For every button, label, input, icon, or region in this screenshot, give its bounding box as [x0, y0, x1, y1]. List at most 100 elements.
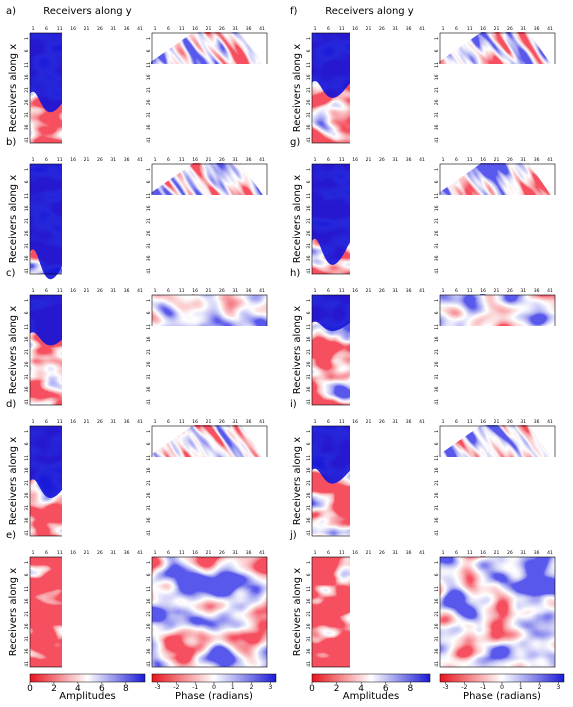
tick-label: 31	[110, 26, 116, 32]
tick-label: 1	[434, 430, 440, 433]
tick-label: 21	[434, 480, 440, 486]
tick-label: 26	[24, 623, 30, 629]
tick-label: 6	[327, 26, 330, 32]
tick-label: 16	[70, 157, 76, 163]
tick-label: 11	[146, 455, 152, 461]
tick-label: 41	[259, 550, 265, 556]
tick-label: 36	[124, 288, 130, 294]
tick-label: 11	[146, 586, 152, 592]
colorbar-tick-label: -2	[461, 684, 467, 691]
tick-label: 36	[24, 255, 30, 261]
tick-label: 1	[434, 561, 440, 564]
tick-label: 21	[366, 288, 372, 294]
tick-label: 26	[97, 26, 103, 32]
tick-label: 11	[306, 324, 312, 330]
tick-label: 41	[146, 268, 152, 274]
colorbar-tick-label: 1	[231, 684, 235, 691]
colorbar-tick-label: 6	[383, 684, 389, 694]
tick-label: 36	[434, 386, 440, 392]
tick-label: 41	[24, 399, 30, 405]
axis-label: Receivers along x	[8, 175, 19, 264]
tick-label: 26	[219, 550, 225, 556]
tick-label: 31	[434, 374, 440, 380]
tick-label: 31	[24, 112, 30, 118]
tick-label: 11	[57, 288, 63, 294]
tick-label: 11	[339, 550, 345, 556]
tick-label: 41	[419, 157, 425, 163]
tick-label: 16	[70, 419, 76, 425]
tick-label: 41	[137, 288, 143, 294]
tick-label: 26	[24, 99, 30, 105]
tick-label: 31	[24, 505, 30, 511]
tick-label: 21	[146, 218, 152, 224]
tick-label: 16	[24, 467, 30, 473]
tick-label: 41	[24, 530, 30, 536]
tick-label: 16	[434, 74, 440, 80]
tick-label: 31	[392, 26, 398, 32]
tick-label: 6	[24, 180, 30, 183]
colorbar	[151, 673, 277, 683]
colorbar-tick-label: 3	[268, 684, 272, 691]
tick-label: 31	[146, 636, 152, 642]
tick-label: 1	[154, 550, 157, 556]
tick-label: 26	[146, 623, 152, 629]
tick-label: 16	[480, 419, 486, 425]
tick-label: 1	[434, 168, 440, 171]
mask	[439, 195, 556, 294]
tick-label: 36	[306, 386, 312, 392]
colorbar-tick-label: 0	[27, 684, 33, 694]
tick-label: 6	[455, 419, 458, 425]
tick-label: 31	[434, 243, 440, 249]
tick-label: 36	[146, 648, 152, 654]
tick-label: 6	[45, 288, 48, 294]
tick-label: 21	[84, 288, 90, 294]
tick-label: 16	[306, 598, 312, 604]
tick-label: 11	[24, 62, 30, 68]
tick-label: 11	[57, 157, 63, 163]
panel-label: h)	[290, 268, 300, 279]
tick-label: 6	[146, 180, 152, 183]
tick-label: 16	[70, 26, 76, 32]
tick-label: 11	[24, 455, 30, 461]
tick-label: 11	[306, 62, 312, 68]
tick-label: 36	[246, 550, 252, 556]
tick-label: 36	[306, 517, 312, 523]
colorbar-label: Amplitudes	[59, 691, 115, 702]
tick-label: 16	[192, 26, 198, 32]
tick-label: 26	[97, 550, 103, 556]
tick-label: 6	[327, 157, 330, 163]
tick-label: 11	[146, 62, 152, 68]
colorbar-label: Phase (radians)	[175, 691, 253, 702]
tick-label: 21	[84, 419, 90, 425]
mask	[556, 163, 573, 275]
tick-label: 6	[306, 442, 312, 445]
tick-label: 6	[24, 573, 30, 576]
tick-label: 26	[507, 550, 513, 556]
tick-label: 31	[232, 157, 238, 163]
tick-label: 6	[434, 180, 440, 183]
tick-label: 16	[480, 26, 486, 32]
mask	[350, 294, 439, 406]
tick-label: 41	[434, 661, 440, 667]
panel-label: a)	[6, 6, 16, 17]
panel-label: i)	[290, 399, 297, 410]
panel-label: b)	[6, 137, 16, 148]
tick-label: 6	[306, 49, 312, 52]
tick-label: 26	[379, 157, 385, 163]
colorbar	[311, 673, 431, 683]
tick-label: 31	[434, 636, 440, 642]
tick-label: 36	[406, 157, 412, 163]
tick-label: 11	[467, 157, 473, 163]
tick-label: 31	[306, 636, 312, 642]
mask	[62, 163, 151, 275]
tick-label: 26	[97, 288, 103, 294]
tick-label: 21	[206, 26, 212, 32]
tick-label: 21	[494, 26, 500, 32]
tick-label: 36	[434, 255, 440, 261]
axis-label: Receivers along x	[292, 437, 303, 526]
tick-label: 41	[547, 26, 553, 32]
tick-label: 1	[24, 430, 30, 433]
colorbar-tick-label: 8	[407, 684, 413, 694]
tick-label: 1	[146, 37, 152, 40]
tick-label: 16	[306, 205, 312, 211]
